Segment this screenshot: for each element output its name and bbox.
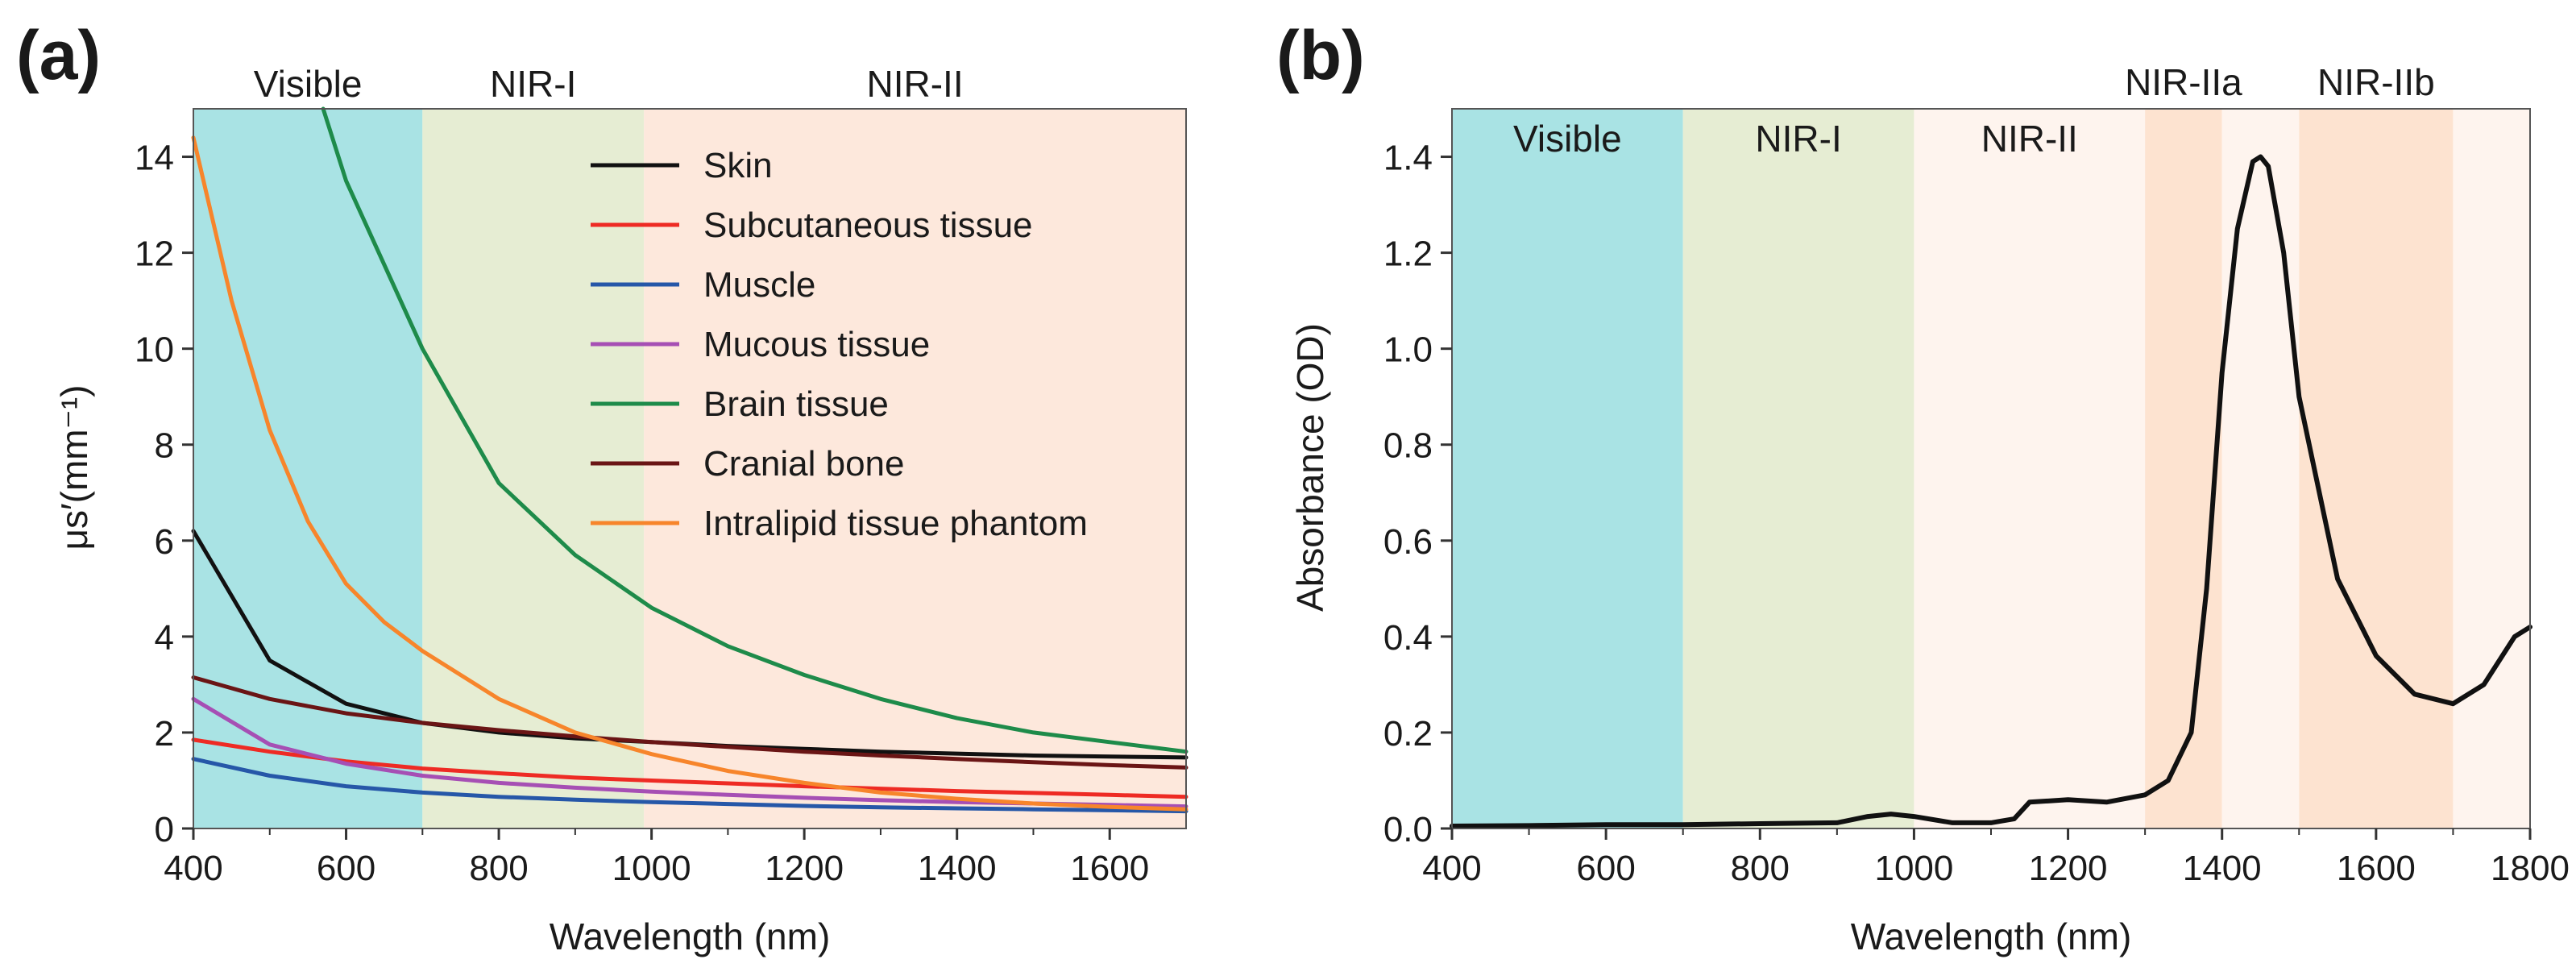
y-tick-label: 2 xyxy=(155,714,174,754)
y-tick-label: 1.0 xyxy=(1383,330,1433,370)
y-tick-label: 0.6 xyxy=(1383,522,1433,562)
x-tick-label: 600 xyxy=(1576,849,1635,888)
band-label-nir-ii: NIR-II xyxy=(867,63,964,105)
spectral-band-nir-i xyxy=(422,109,645,828)
x-tick-label: 1600 xyxy=(1070,849,1149,888)
y-tick-label: 0.0 xyxy=(1383,810,1433,849)
panel-b: (b) Visible NIR-I NIR-II NIR-IIa NIR-IIb 400… xyxy=(1276,17,2570,957)
y-tick-label: 10 xyxy=(135,330,174,370)
x-tick-label: 600 xyxy=(317,849,375,888)
series-line-absorbance xyxy=(1450,154,2532,828)
y-tick-label: 6 xyxy=(155,522,174,562)
legend-label: Cranial bone xyxy=(703,444,905,484)
panel-a-curves xyxy=(191,106,1188,814)
series-line-subcutaneous-tissue xyxy=(191,737,1188,799)
y-tick-label: 0 xyxy=(155,810,174,849)
series-line-cranial-bone xyxy=(191,675,1188,770)
x-tick-label: 1400 xyxy=(918,849,997,888)
x-tick-label: 400 xyxy=(164,849,222,888)
y-tick-label: 0.8 xyxy=(1383,426,1433,466)
panel-b-bands: Visible NIR-I NIR-II NIR-IIa NIR-IIb xyxy=(1452,61,2530,828)
panel-b-curves xyxy=(1450,154,2532,828)
x-tick-label: 1600 xyxy=(2337,849,2416,888)
y-tick-label: 14 xyxy=(135,139,174,178)
x-tick-label: 1000 xyxy=(612,849,691,888)
panel-b-label: (b) xyxy=(1276,17,1365,94)
band-label-visible: Visible xyxy=(1513,118,1622,160)
legend-label: Brain tissue xyxy=(703,384,889,424)
x-tick-label: 400 xyxy=(1422,849,1481,888)
spectral-band-visible xyxy=(1452,109,1683,828)
x-tick-label: 1200 xyxy=(2029,849,2108,888)
spectral-band-nir-iia xyxy=(2145,109,2222,828)
x-tick-label: 1200 xyxy=(765,849,844,888)
spectral-band-nir-iib xyxy=(2299,109,2454,828)
spectral-band-gap-6 xyxy=(2453,109,2530,828)
x-tick-label: 1800 xyxy=(2491,849,2570,888)
legend-label: Muscle xyxy=(703,265,815,305)
band-label-nir-iia: NIR-IIa xyxy=(2125,61,2242,103)
series-line-brain-tissue xyxy=(321,106,1188,754)
y-tick-label: 1.4 xyxy=(1383,139,1433,178)
y-tick-label: 8 xyxy=(155,426,174,466)
y-tick-label: 4 xyxy=(155,618,174,658)
x-tick-label: 1400 xyxy=(2183,849,2262,888)
panel-a: (a) Visible NIR-I NIR-II Skin Subcutaneous … xyxy=(16,17,1188,957)
spectral-band-nir-i xyxy=(1682,109,1914,828)
x-tick-label: 800 xyxy=(1731,849,1790,888)
panel-a-x-axis-title: Wavelength (nm) xyxy=(550,916,831,957)
y-tick-label: 0.4 xyxy=(1383,618,1433,658)
panel-b-x-ticks: 400 600 800 1000 1200 1400 1600 1800 xyxy=(1422,828,2570,888)
series-line-intralipid-tissue-phantom xyxy=(191,135,1188,812)
x-tick-label: 800 xyxy=(469,849,528,888)
band-label-nir-ii: NIR-II xyxy=(1981,118,2078,160)
spectral-band-nir-ii xyxy=(1914,109,2146,828)
y-tick-label: 0.2 xyxy=(1383,714,1433,754)
band-label-nir-i: NIR-I xyxy=(490,63,576,105)
series-line-muscle xyxy=(191,757,1188,814)
panel-a-y-ticks: 0 2 4 6 8 10 12 14 xyxy=(135,139,193,849)
legend-label: Subcutaneous tissue xyxy=(703,206,1033,245)
spectral-band-gap-4 xyxy=(2221,109,2300,828)
panel-a-plot-frame xyxy=(193,108,1187,829)
legend-label: Skin xyxy=(703,146,773,185)
band-label-nir-i: NIR-I xyxy=(1755,118,1841,160)
y-tick-label: 12 xyxy=(135,235,174,274)
band-label-nir-iib: NIR-IIb xyxy=(2317,61,2435,103)
panel-a-x-ticks: 400 600 800 1000 1200 1400 1600 xyxy=(164,828,1149,888)
panel-b-x-axis-title: Wavelength (nm) xyxy=(1851,916,2132,957)
panel-b-y-axis-title: Absorbance (OD) xyxy=(1289,323,1331,612)
panel-b-y-ticks: 0.0 0.2 0.4 0.6 0.8 1.0 1.2 1.4 xyxy=(1383,139,1452,849)
y-tick-label: 1.2 xyxy=(1383,235,1433,274)
spectral-band-visible xyxy=(193,109,423,828)
panel-a-y-axis-title: μs′(mm⁻¹) xyxy=(53,384,95,550)
band-label-visible: Visible xyxy=(254,63,363,105)
panel-a-label: (a) xyxy=(16,17,101,94)
legend-label: Mucous tissue xyxy=(703,325,930,364)
x-tick-label: 1000 xyxy=(1874,849,1953,888)
panel-a-legend: Skin Subcutaneous tissue Muscle Mucous tiss… xyxy=(591,146,1088,543)
legend-label: Intralipid tissue phantom xyxy=(703,504,1088,543)
